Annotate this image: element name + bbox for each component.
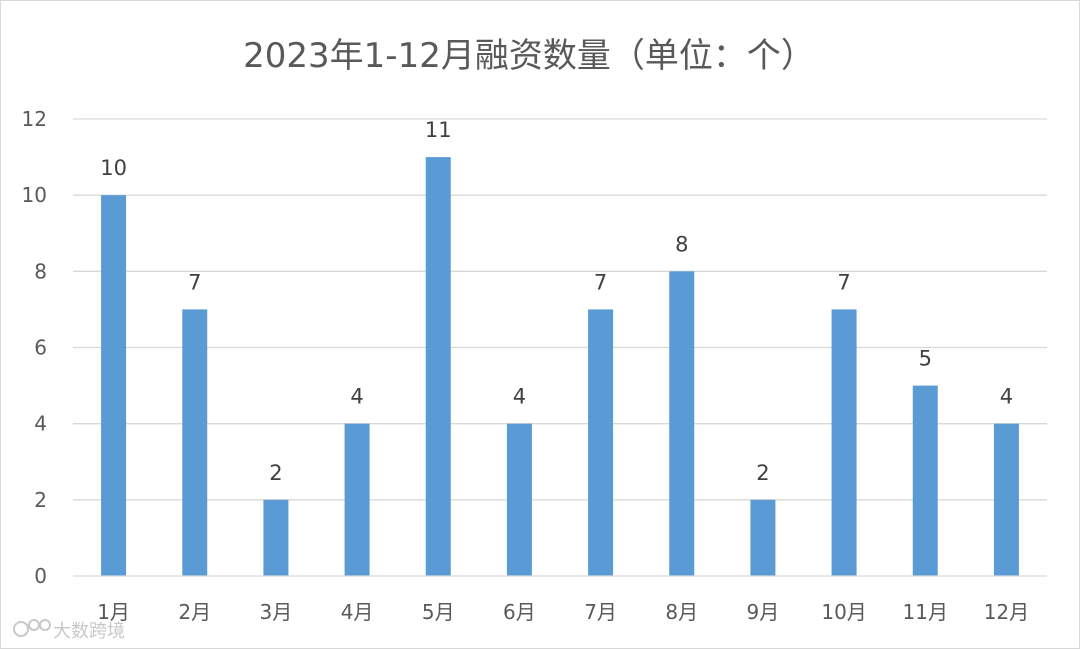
y-tick-label: 10 xyxy=(22,183,47,207)
x-tick-label: 11月 xyxy=(903,600,948,624)
data-label: 2 xyxy=(269,461,282,485)
gridlines xyxy=(73,118,1047,501)
data-label: 10 xyxy=(100,156,127,180)
x-tick-label: 9月 xyxy=(747,600,780,624)
bar xyxy=(182,309,208,576)
bar xyxy=(750,499,776,576)
bar xyxy=(912,385,938,576)
x-tick-label: 5月 xyxy=(422,600,455,624)
watermark-logo-icon xyxy=(13,619,51,637)
x-tick-label: 3月 xyxy=(260,600,293,624)
bars xyxy=(101,157,1019,577)
x-tick-label: 12月 xyxy=(984,600,1029,624)
x-axis-ticks: 1月 2月 3月 4月 5月 6月 7月 8月 9月 10月 11月 12月 xyxy=(97,600,1029,624)
x-tick-label: 6月 xyxy=(503,600,536,624)
chart-title: 2023年1-12月融资数量（单位：个） xyxy=(243,36,815,76)
data-label: 4 xyxy=(350,385,363,409)
x-tick-label: 2月 xyxy=(178,600,211,624)
bar xyxy=(669,271,695,576)
x-tick-label: 4月 xyxy=(341,600,374,624)
bar xyxy=(344,423,370,576)
watermark-text: 大数跨境 xyxy=(53,621,125,642)
y-tick-label: 8 xyxy=(34,259,47,283)
bar xyxy=(425,157,451,577)
data-label: 2 xyxy=(756,461,769,485)
bar xyxy=(263,499,289,576)
y-tick-label: 12 xyxy=(22,107,47,131)
data-label: 4 xyxy=(513,385,526,409)
data-labels: 10 7 2 4 11 4 7 8 2 7 5 4 xyxy=(100,118,1013,485)
y-tick-label: 4 xyxy=(34,412,47,436)
bar xyxy=(506,423,532,576)
y-tick-label: 6 xyxy=(34,336,47,360)
x-tick-label: 1月 xyxy=(97,600,130,624)
bar xyxy=(101,195,127,576)
data-label: 7 xyxy=(837,270,850,294)
bar xyxy=(993,423,1019,576)
data-label: 8 xyxy=(675,232,688,256)
y-tick-label: 2 xyxy=(34,488,47,512)
y-tick-label: 0 xyxy=(34,564,47,588)
y-axis-ticks: 0 2 4 6 8 10 12 xyxy=(22,107,47,588)
x-tick-label: 7月 xyxy=(584,600,617,624)
x-tick-label: 8月 xyxy=(665,600,698,624)
data-label: 11 xyxy=(425,118,452,142)
bar xyxy=(831,309,857,576)
bar xyxy=(588,309,614,576)
data-label: 7 xyxy=(594,270,607,294)
data-label: 7 xyxy=(188,270,201,294)
data-label: 4 xyxy=(1000,385,1013,409)
data-label: 5 xyxy=(919,347,932,371)
watermark: 大数跨境 xyxy=(13,619,125,642)
x-tick-label: 10月 xyxy=(821,600,866,624)
